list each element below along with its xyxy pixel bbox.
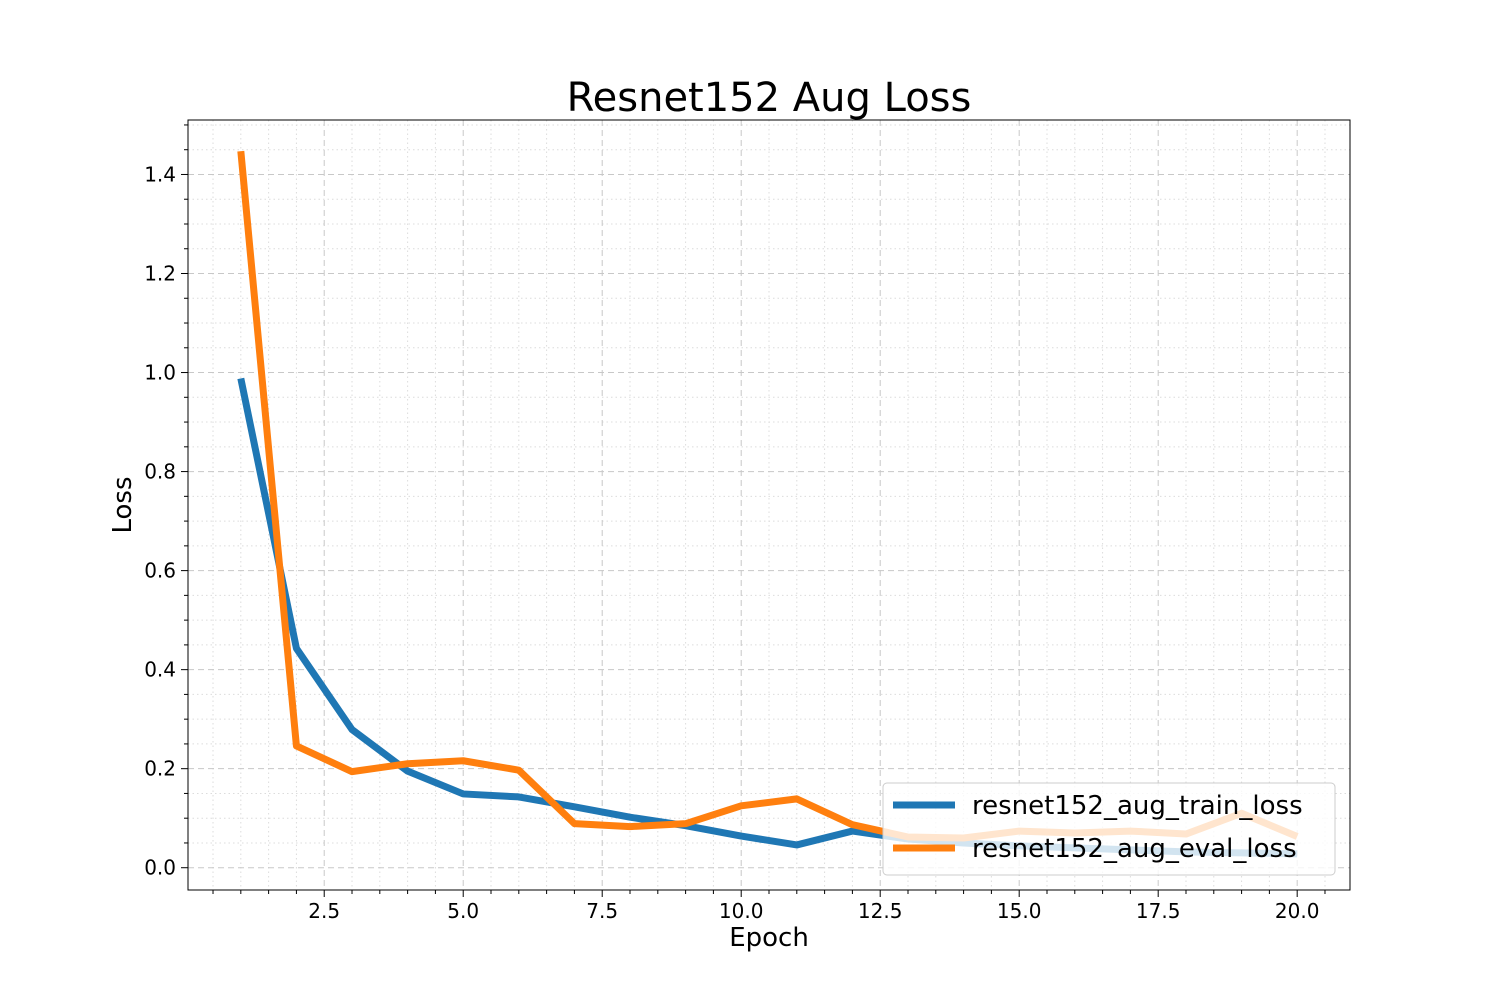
legend-box (882, 782, 1336, 876)
legend-label: resnet152_aug_eval_loss (972, 834, 1297, 864)
y-tick-label: 0.0 (144, 856, 176, 880)
y-tick-label: 0.8 (144, 460, 176, 484)
y-tick-label: 1.2 (144, 262, 176, 286)
x-tick-label: 10.0 (719, 899, 764, 923)
plot-frame (187, 119, 1351, 891)
legend: resnet152_aug_train_loss resnet152_aug_ev… (882, 782, 1336, 876)
chart-title: Resnet152 Aug Loss (567, 75, 972, 121)
legend-label: resnet152_aug_train_loss (972, 791, 1303, 821)
x-tick-label: 15.0 (997, 899, 1042, 923)
y-axis-label: Loss (108, 476, 138, 533)
x-tick-label: 17.5 (1136, 899, 1181, 923)
x-tick-label: 12.5 (858, 899, 903, 923)
y-tick-label: 0.6 (144, 559, 176, 583)
minor-grid (188, 120, 1350, 890)
x-tick-label: 20.0 (1275, 899, 1320, 923)
y-tick-label: 1.0 (144, 361, 176, 385)
y-tick-label: 1.4 (144, 162, 176, 186)
y-tick-label: 0.4 (144, 658, 176, 682)
axis-ticks: 2.5 5.0 7.5 10.0 12.5 15.0 17.5 20.0 0.0 0.2 0.4 0.… (144, 124, 1326, 923)
x-axis-label: Epoch (729, 923, 809, 953)
x-tick-label: 7.5 (586, 899, 618, 923)
x-tick-label: 2.5 (308, 899, 340, 923)
major-grid (188, 120, 1350, 890)
y-tick-label: 0.2 (144, 757, 176, 781)
x-tick-label: 5.0 (447, 899, 479, 923)
